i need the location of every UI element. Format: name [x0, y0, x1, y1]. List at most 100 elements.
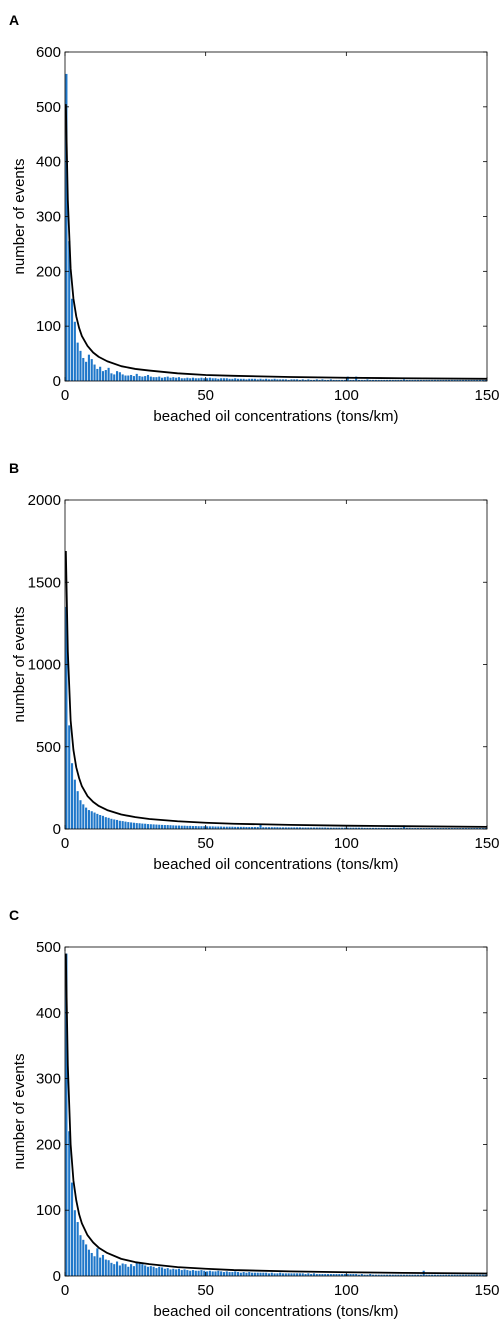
bar: [296, 379, 299, 381]
bar: [363, 1274, 366, 1276]
bar: [203, 826, 206, 829]
bar: [146, 374, 150, 381]
bar: [82, 804, 85, 829]
bar: [152, 377, 155, 381]
bar: [335, 1274, 338, 1276]
bar: [163, 825, 166, 829]
bar: [239, 378, 242, 381]
bar: [163, 377, 166, 381]
chart-panel-b: B 0 50 100 150 0 500 1000 1500 2000 beached oil co…: [0, 448, 502, 878]
bar: [352, 1274, 355, 1276]
bar: [104, 1259, 107, 1276]
bar: [447, 828, 451, 829]
bar: [414, 379, 417, 381]
bar: [93, 1256, 96, 1276]
bar: [138, 1262, 141, 1276]
bar: [445, 379, 448, 381]
y-axis-label: number of events: [11, 1054, 28, 1170]
x-tick-label: 150: [474, 1282, 499, 1299]
bar: [481, 1274, 484, 1276]
bar: [144, 823, 147, 829]
bar: [349, 379, 352, 381]
bar: [132, 1266, 135, 1276]
bar: [113, 1264, 116, 1276]
bar: [146, 824, 150, 829]
bar: [265, 1272, 268, 1276]
bar: [343, 827, 346, 829]
bar: [82, 1239, 85, 1276]
fit-curve: [64, 550, 488, 828]
bar: [281, 827, 285, 829]
bar: [287, 827, 290, 829]
bar: [70, 298, 74, 381]
bar: [93, 364, 96, 381]
bar: [307, 1273, 310, 1276]
bar: [459, 828, 462, 829]
bar: [225, 1271, 228, 1276]
bar: [262, 379, 265, 381]
bar: [326, 827, 330, 829]
bar: [433, 1274, 437, 1276]
bar: [442, 1274, 445, 1276]
bar: [239, 1272, 242, 1276]
bar: [76, 1222, 79, 1276]
fit-curve: [64, 953, 488, 1275]
bar: [329, 827, 332, 829]
bar: [402, 1274, 406, 1276]
x-axis-label: beached oil concentrations (tons/km): [153, 1303, 398, 1320]
bar: [397, 379, 400, 381]
bar: [321, 827, 324, 829]
bar: [73, 1210, 76, 1276]
bar: [214, 1271, 217, 1276]
bar: [419, 828, 422, 829]
bar: [417, 1274, 420, 1276]
bar: [214, 826, 217, 829]
bar: [338, 1274, 341, 1276]
bar: [329, 379, 332, 381]
bar: [265, 378, 268, 381]
bar: [166, 376, 169, 381]
bar: [324, 827, 327, 829]
bar: [484, 828, 487, 829]
bar: [304, 379, 307, 381]
bar: [326, 1274, 330, 1276]
bar: [87, 810, 90, 829]
bar: [301, 827, 304, 829]
bar: [428, 379, 431, 381]
bar: [394, 1274, 397, 1276]
bar: [388, 1274, 391, 1276]
bar: [152, 824, 155, 829]
bar: [163, 1268, 166, 1276]
bar: [447, 379, 451, 381]
bar: [338, 379, 341, 381]
bar: [245, 379, 248, 381]
bar: [73, 321, 76, 381]
bar: [388, 379, 391, 381]
y-tick-label: 100: [36, 318, 61, 335]
bar: [96, 1248, 99, 1276]
bar: [298, 827, 301, 829]
bar: [104, 817, 107, 829]
bar: [118, 1265, 121, 1276]
bar: [290, 379, 293, 381]
bar: [124, 1264, 127, 1276]
bar: [208, 826, 211, 829]
bar: [146, 1266, 150, 1276]
bar: [349, 827, 352, 829]
bar: [346, 827, 349, 829]
x-tick-label: 100: [334, 387, 359, 404]
bar: [298, 379, 301, 381]
bar: [473, 828, 476, 829]
bar: [231, 378, 234, 381]
bar: [349, 1274, 352, 1276]
bar: [343, 379, 346, 381]
plot-frame: [64, 51, 488, 382]
y-tick-label: 100: [36, 1202, 61, 1219]
y-tick-label: 1500: [28, 574, 61, 591]
bar: [222, 1272, 226, 1276]
bar: [130, 374, 133, 381]
bar: [287, 379, 290, 381]
bar: [369, 379, 372, 381]
bar: [110, 818, 113, 829]
